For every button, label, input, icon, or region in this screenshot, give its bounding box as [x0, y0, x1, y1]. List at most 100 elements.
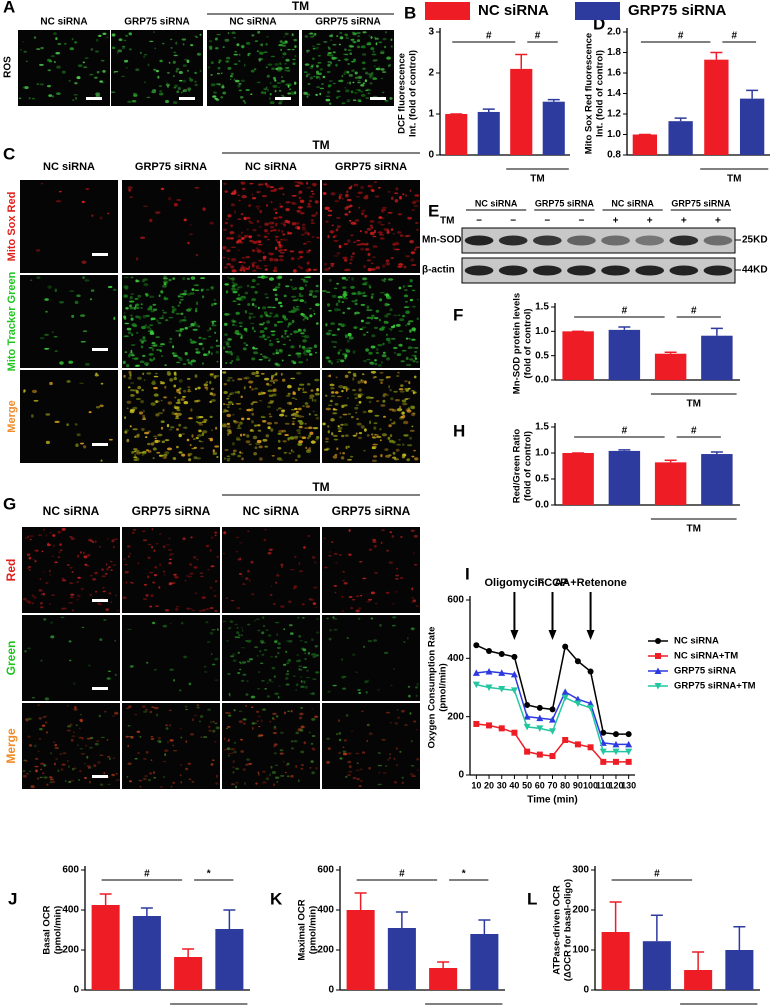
- cell: [241, 418, 244, 421]
- cell: [336, 303, 339, 306]
- cell: [280, 305, 283, 307]
- cell: [382, 400, 385, 403]
- cell: [218, 83, 221, 85]
- cell: [227, 459, 230, 461]
- cell: [261, 680, 265, 682]
- cell: [283, 664, 286, 666]
- cell: [328, 210, 333, 212]
- cell: [413, 450, 416, 452]
- cell: [373, 455, 377, 457]
- cell: [128, 386, 131, 388]
- cell: [202, 207, 205, 210]
- cell: [285, 772, 287, 773]
- cell: [358, 80, 361, 82]
- cell: [284, 69, 286, 71]
- cell: [362, 373, 365, 375]
- cell: [300, 212, 304, 214]
- cell: [179, 80, 183, 82]
- cell: [362, 327, 367, 329]
- cell: [371, 315, 374, 317]
- cell: [373, 426, 376, 429]
- cell: [333, 255, 338, 256]
- cell: [226, 404, 231, 406]
- cell: [230, 78, 232, 80]
- cell: [109, 439, 113, 441]
- cell: [197, 434, 202, 437]
- cell: [269, 253, 274, 256]
- cell: [254, 425, 257, 427]
- cell: [209, 327, 211, 330]
- cell: [366, 43, 371, 45]
- cell: [278, 102, 282, 104]
- cell: [348, 554, 352, 556]
- cell: [351, 255, 353, 258]
- cell: [286, 663, 289, 665]
- cell: [390, 531, 392, 533]
- cell: [278, 216, 282, 218]
- cell: [403, 285, 405, 288]
- cell: [274, 188, 277, 191]
- bar: [174, 957, 202, 990]
- cell: [341, 435, 344, 437]
- cell: [399, 318, 404, 321]
- cell: [222, 423, 227, 426]
- cell: [346, 350, 350, 353]
- cell: [194, 187, 199, 189]
- cell: [174, 55, 178, 57]
- cell: [327, 235, 329, 238]
- cell: [52, 556, 54, 557]
- column-label: NC siRNA: [475, 198, 518, 208]
- cell: [275, 298, 278, 301]
- cell: [230, 224, 233, 227]
- cell: [231, 752, 233, 754]
- point: [562, 644, 568, 650]
- cell: [102, 575, 106, 577]
- cell: [356, 405, 360, 406]
- cell: [155, 211, 160, 214]
- blot-band: [465, 266, 494, 276]
- cell: [336, 376, 338, 378]
- cell: [298, 329, 301, 332]
- cell: [149, 41, 153, 42]
- cell: [146, 326, 150, 329]
- cell: [229, 694, 231, 696]
- cell: [227, 67, 231, 70]
- cell: [334, 57, 338, 59]
- cell: [76, 294, 80, 297]
- cell: [153, 457, 155, 459]
- cell: [85, 57, 89, 58]
- cell: [314, 379, 319, 382]
- cell: [244, 782, 246, 785]
- column-label: GRP75 siRNA: [671, 198, 731, 208]
- cell: [364, 215, 367, 218]
- cell: [231, 360, 233, 362]
- cell: [364, 243, 369, 245]
- cell: [90, 594, 92, 596]
- cell: [81, 753, 85, 754]
- cell: [396, 747, 398, 750]
- cell: [203, 736, 207, 738]
- cell: [164, 364, 167, 366]
- cell: [368, 410, 373, 413]
- cell: [244, 102, 246, 103]
- cell: [190, 224, 192, 226]
- y-axis-label: (pmol/min): [308, 906, 319, 955]
- cell: [316, 212, 318, 215]
- cell: [99, 546, 101, 547]
- cell: [69, 602, 73, 604]
- cell: [267, 336, 270, 338]
- cell: [280, 206, 284, 208]
- cell: [20, 49, 22, 50]
- cell: [232, 269, 237, 272]
- cell: [364, 381, 367, 384]
- cell: [309, 413, 311, 415]
- cell: [282, 193, 284, 195]
- cell: [72, 571, 74, 573]
- cell: [378, 765, 382, 767]
- cell: [259, 52, 263, 55]
- cell: [142, 454, 144, 456]
- cell: [267, 306, 272, 308]
- cell: [393, 247, 396, 250]
- cell: [276, 633, 278, 636]
- cell: [259, 226, 261, 228]
